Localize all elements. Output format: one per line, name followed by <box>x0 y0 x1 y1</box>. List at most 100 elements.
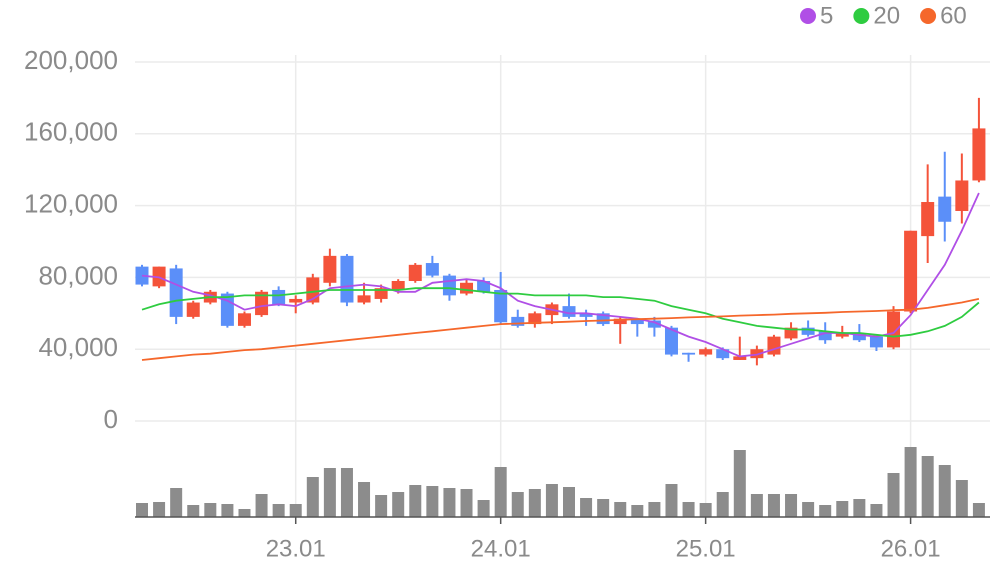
volume-bar <box>426 486 439 517</box>
volume-bar <box>802 502 815 517</box>
candle-body <box>494 289 508 323</box>
candle-body <box>528 313 542 325</box>
volume-bar <box>289 504 302 517</box>
candle-body <box>289 298 303 303</box>
x-tick-label: 26.01 <box>881 535 941 562</box>
volume-bar <box>409 485 422 517</box>
y-tick-label: 200,000 <box>24 45 118 75</box>
candle-body <box>887 311 901 348</box>
candle-body <box>921 202 935 237</box>
candle-body <box>938 196 952 222</box>
volume-bar <box>716 492 729 517</box>
candle-body <box>186 302 200 317</box>
candle-body <box>237 313 251 326</box>
volume-bar <box>460 489 473 517</box>
candle-body <box>613 318 627 325</box>
volume-bar <box>170 488 183 517</box>
candle-body <box>972 128 986 181</box>
ma-line <box>141 192 980 358</box>
volume-bar <box>272 504 285 517</box>
legend-dot <box>920 8 937 24</box>
candle-body <box>818 331 832 341</box>
candle-body <box>699 349 713 355</box>
volume-bar <box>972 503 985 517</box>
y-tick-label: 120,000 <box>24 188 118 218</box>
volume-bar <box>767 494 780 517</box>
volume-bar <box>904 447 917 517</box>
candle-body <box>511 316 525 326</box>
volume-bar <box>699 503 712 517</box>
candle-body <box>374 288 388 299</box>
volume-bar <box>204 503 217 517</box>
volume-bar <box>955 480 968 517</box>
volume-bar <box>511 492 524 517</box>
candle-body <box>904 230 918 312</box>
volume-bar <box>528 489 541 517</box>
volume-bar <box>631 505 644 517</box>
candle-body <box>391 280 405 290</box>
candle-body <box>579 313 593 317</box>
x-tick-label: 25.01 <box>676 535 736 562</box>
candle-body <box>801 327 815 335</box>
volume-bar <box>938 465 951 517</box>
candle-body <box>460 282 474 294</box>
candle-body <box>425 263 439 276</box>
candle-body <box>955 180 969 211</box>
volume-bar <box>682 502 695 517</box>
volume-bar <box>870 504 883 517</box>
volume-bar <box>477 500 490 517</box>
volume-bar <box>358 482 371 517</box>
ma-line <box>141 298 980 361</box>
y-tick-label: 80,000 <box>38 260 118 290</box>
candle-body <box>647 320 661 328</box>
candle-body <box>767 336 781 355</box>
legend-label: 60 <box>940 2 967 29</box>
volume-bar <box>136 503 148 517</box>
volume-bar <box>255 494 268 517</box>
volume-bar <box>375 495 388 517</box>
ma-line <box>141 287 980 338</box>
volume-bar <box>853 499 866 517</box>
volume-bar <box>221 504 234 517</box>
candle-body <box>562 306 576 317</box>
candle-body <box>596 313 610 325</box>
candle-body <box>357 295 371 303</box>
candle-body <box>323 255 337 283</box>
candle-body <box>733 356 747 360</box>
volume-bar <box>153 502 166 517</box>
candle-body <box>716 349 730 359</box>
volume-bar <box>750 494 763 517</box>
volume-bar <box>733 450 746 517</box>
volume-bar <box>563 487 575 517</box>
x-tick-label: 24.01 <box>471 535 531 562</box>
volume-bar <box>306 477 319 517</box>
volume-bar <box>614 502 627 517</box>
volume-bar <box>443 488 456 517</box>
legend-label: 20 <box>873 2 900 29</box>
x-tick-label: 23.01 <box>266 535 326 562</box>
candle-body <box>442 275 456 296</box>
candle-body <box>682 352 696 355</box>
legend-dot <box>800 8 816 24</box>
candle-body <box>408 264 422 281</box>
volume-bar <box>580 498 593 517</box>
volume-bar <box>921 456 934 517</box>
candle-body <box>664 327 678 355</box>
volume-bar <box>392 492 405 517</box>
volume-bar <box>597 499 610 517</box>
candle-body <box>852 333 866 341</box>
y-tick-label: 40,000 <box>38 332 118 362</box>
candle-body <box>477 280 491 292</box>
volume-bar <box>238 509 251 517</box>
candle-body <box>272 289 286 305</box>
volume-bar <box>545 484 558 517</box>
volume-bar <box>187 505 200 517</box>
volume-bar <box>819 505 832 517</box>
volume-bar <box>494 467 507 517</box>
volume-bar <box>665 484 678 517</box>
candle-body <box>169 268 183 317</box>
y-tick-label: 0 <box>104 404 118 434</box>
volume-bar <box>887 473 900 517</box>
volume-bar <box>648 502 661 517</box>
